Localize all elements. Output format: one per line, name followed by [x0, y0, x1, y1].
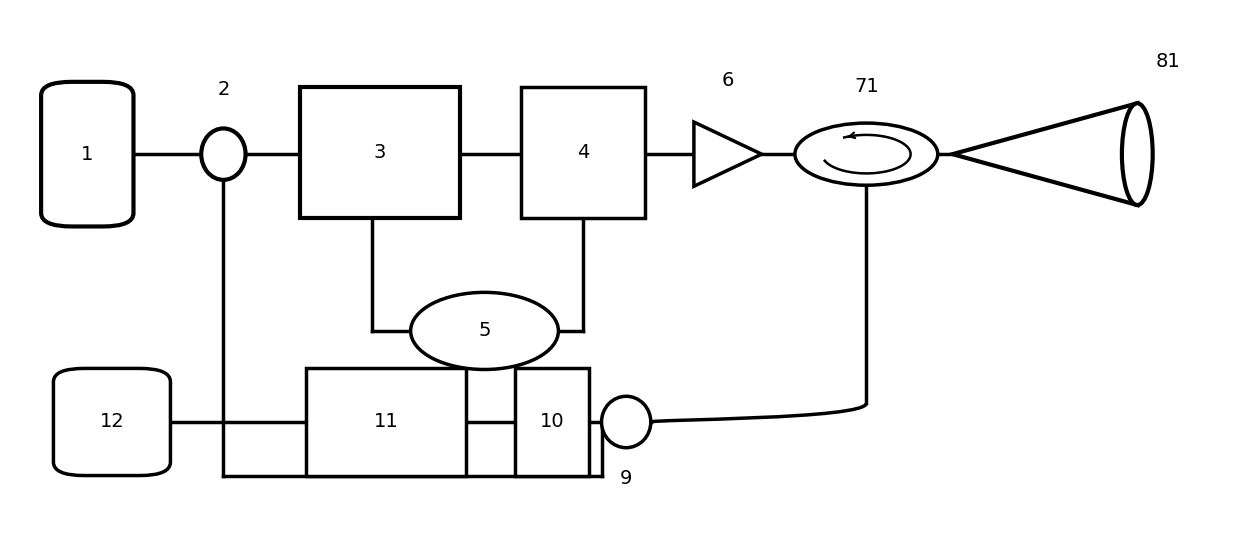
Bar — [522, 87, 645, 219]
Text: 5: 5 — [479, 322, 491, 341]
Text: 4: 4 — [577, 143, 589, 162]
FancyBboxPatch shape — [41, 82, 134, 226]
Text: 11: 11 — [373, 412, 398, 431]
Ellipse shape — [410, 292, 558, 369]
Text: 1: 1 — [81, 145, 93, 164]
Bar — [516, 368, 589, 475]
Text: 10: 10 — [539, 412, 564, 431]
Text: 9: 9 — [620, 469, 632, 488]
Bar — [306, 368, 466, 475]
Text: 6: 6 — [722, 71, 734, 90]
Ellipse shape — [1122, 103, 1153, 205]
Text: 12: 12 — [99, 412, 124, 431]
Circle shape — [795, 123, 937, 185]
Text: 2: 2 — [217, 80, 229, 99]
FancyBboxPatch shape — [53, 368, 170, 475]
Polygon shape — [952, 103, 1137, 205]
Polygon shape — [694, 122, 761, 186]
Bar — [300, 87, 460, 219]
Text: 3: 3 — [373, 143, 386, 162]
Text: 81: 81 — [1156, 52, 1180, 71]
Ellipse shape — [601, 396, 651, 448]
Text: 71: 71 — [854, 77, 879, 96]
Ellipse shape — [201, 128, 246, 180]
